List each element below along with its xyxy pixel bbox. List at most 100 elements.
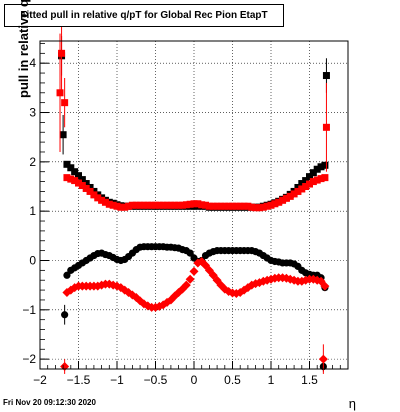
data-point [75, 172, 82, 180]
data-point [148, 201, 156, 209]
data-point [94, 194, 102, 202]
data-point [279, 196, 287, 204]
data-point [190, 200, 198, 208]
data-point [167, 201, 175, 209]
data-point [86, 187, 94, 195]
data-point [259, 203, 267, 211]
data-point [302, 177, 310, 185]
x-tick-label: 1.5 [301, 373, 318, 387]
data-point [109, 201, 117, 209]
data-point [322, 72, 330, 80]
data-point [252, 204, 260, 212]
data-point [322, 123, 330, 131]
y-tick-label: 3 [29, 106, 36, 120]
data-point [90, 191, 98, 199]
data-point [229, 202, 236, 210]
data-point [86, 183, 94, 191]
x-tick-label: −2 [33, 373, 47, 387]
data-point [290, 190, 298, 198]
data-point [117, 203, 125, 211]
data-point [136, 201, 144, 209]
data-point [132, 201, 140, 209]
data-point [78, 176, 86, 184]
data-point [309, 178, 317, 186]
data-point [61, 311, 69, 319]
data-point [105, 200, 113, 208]
data-point [267, 201, 275, 209]
data-point [263, 202, 271, 210]
data-point [294, 187, 302, 195]
y-tick-label: −1 [22, 303, 36, 317]
data-point [244, 202, 252, 210]
x-tick-label: 0.5 [224, 373, 241, 387]
data-point [152, 201, 159, 209]
x-tick-label: −1.5 [67, 373, 91, 387]
timestamp-footer: Fri Nov 20 09:12:30 2020 [3, 398, 96, 407]
data-point [63, 174, 71, 182]
data-point [232, 202, 240, 210]
data-point [67, 164, 75, 172]
y-tick-label: 4 [29, 56, 36, 70]
data-point [271, 200, 279, 208]
data-point [282, 194, 290, 202]
data-point [194, 200, 202, 208]
data-point [189, 266, 199, 276]
data-point [275, 198, 283, 206]
data-point [255, 204, 263, 212]
data-point [163, 201, 171, 209]
data-point [121, 203, 129, 211]
data-point [217, 202, 225, 210]
data-point [128, 201, 136, 209]
data-point [71, 168, 79, 176]
data-point [202, 201, 210, 209]
data-point [318, 354, 328, 364]
y-tick-label: −2 [22, 352, 36, 366]
data-point [294, 183, 302, 191]
series-mean-red [60, 256, 330, 374]
data-point [61, 99, 69, 107]
data-point [209, 202, 217, 210]
data-point [140, 201, 148, 209]
data-point [236, 202, 244, 210]
data-point [321, 161, 329, 169]
data-point [221, 202, 229, 210]
x-axis-label: η [349, 396, 356, 411]
chart-title: Fitted pull in relative q/pT for Global … [4, 4, 284, 27]
data-point [313, 176, 321, 184]
data-point [205, 202, 213, 210]
data-point [60, 362, 70, 372]
data-point [225, 202, 233, 210]
data-point [186, 200, 194, 208]
data-point [313, 165, 321, 173]
data-point [63, 160, 71, 168]
data-point [286, 192, 294, 200]
data-point [175, 201, 183, 209]
data-point [58, 49, 66, 57]
data-point [101, 198, 109, 206]
data-point [298, 180, 306, 188]
data-point [82, 184, 90, 192]
data-point [75, 179, 82, 187]
data-point [302, 183, 310, 191]
grid-lines [39, 41, 348, 369]
data-point [306, 180, 313, 188]
data-point [309, 169, 317, 177]
data-point [178, 201, 186, 209]
data-point [182, 201, 190, 209]
data-point [59, 131, 67, 139]
axes: −2 −1.5 −1 −0.5 0 0.5 1 1.5 −2 −1 0 1 2 3 4 η [22, 43, 356, 411]
series-width-red [56, 13, 330, 212]
data-point [125, 202, 133, 210]
data-point [63, 271, 71, 279]
data-point [82, 180, 90, 188]
data-series [56, 13, 330, 374]
data-point [144, 201, 152, 209]
y-tick-label: 1 [29, 204, 36, 218]
data-point [321, 174, 329, 182]
data-point [98, 196, 106, 204]
data-point [113, 202, 121, 210]
data-point [298, 185, 306, 193]
data-point [317, 175, 325, 183]
x-tick-label: 1 [268, 373, 275, 387]
